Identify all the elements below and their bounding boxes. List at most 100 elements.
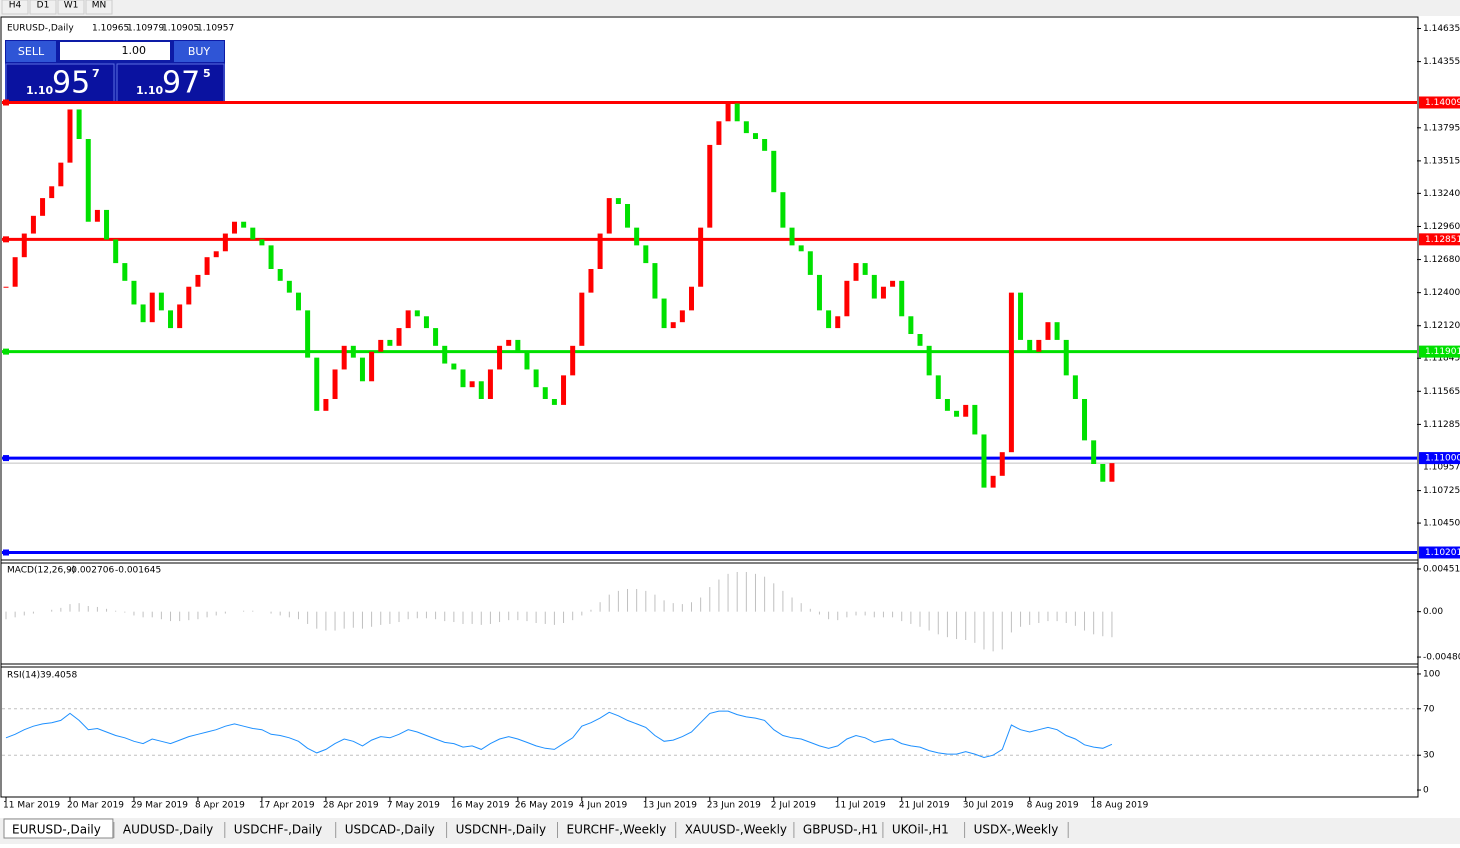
timeframe-button[interactable] [1, 0, 29, 15]
symbol-tab[interactable] [225, 821, 335, 840]
bid-box[interactable] [5, 63, 115, 104]
candle [1045, 322, 1051, 340]
candle [305, 310, 311, 358]
candle [926, 345, 932, 376]
symbol-tab-label[interactable]: EURCHF-,Weekly [567, 823, 667, 837]
candle [332, 369, 338, 399]
candle [277, 269, 283, 281]
symbol-tab-label[interactable]: USDCHF-,Daily [234, 823, 322, 837]
timeframe-label[interactable]: W1 [64, 1, 79, 11]
candle [734, 103, 740, 122]
x-tick-label: 13 Jun 2019 [643, 801, 697, 811]
level-handle[interactable] [3, 236, 9, 243]
candle [104, 209, 110, 240]
level-label: 1.14009 [1425, 98, 1460, 108]
candle [487, 369, 493, 399]
symbol-tab[interactable] [676, 821, 793, 840]
ohlc-value: 1.10957 [197, 24, 234, 34]
level-handle[interactable] [3, 99, 9, 106]
level-label: 1.11901 [1425, 347, 1460, 357]
x-tick-label: 8 Apr 2019 [195, 801, 245, 811]
candle [213, 251, 219, 258]
candle [1054, 322, 1060, 340]
x-tick-label: 16 May 2019 [451, 801, 510, 811]
x-tick-label: 4 Jun 2019 [579, 801, 628, 811]
candle [295, 292, 301, 311]
x-tick-label: 11 Jul 2019 [835, 801, 886, 811]
y-tick-label: 30 [1423, 751, 1435, 761]
lot-input[interactable] [60, 42, 170, 60]
candle [40, 198, 46, 216]
candle [460, 369, 466, 388]
symbol-tab-label[interactable]: USDX-,Weekly [974, 823, 1059, 837]
level-handle[interactable] [3, 455, 9, 462]
y-tick-label: 70 [1423, 704, 1435, 714]
x-tick-label: 29 Mar 2019 [131, 801, 188, 811]
y-tick-label: 1.12960 [1423, 222, 1460, 232]
x-tick-label: 28 Apr 2019 [323, 801, 379, 811]
rsi-value: 39.4058 [40, 671, 77, 681]
candle [149, 292, 155, 323]
y-tick-label: 1.14355 [1423, 57, 1460, 67]
candle [442, 345, 448, 364]
candle [378, 339, 384, 352]
y-tick-label: 1.13515 [1423, 156, 1460, 166]
bid-big: 1.10 [26, 84, 53, 97]
macd-value: -0.002706 [68, 566, 114, 576]
sell-button[interactable] [6, 41, 56, 62]
candle [625, 204, 631, 228]
candle [350, 345, 356, 358]
symbol-tab[interactable] [558, 821, 675, 840]
bid-point: 7 [92, 67, 100, 80]
level-handle[interactable] [3, 549, 9, 556]
level-tag [1419, 96, 1460, 109]
symbol-tab-label[interactable]: UKOil-,H1 [892, 823, 949, 837]
timeframe-button[interactable] [57, 0, 85, 15]
timeframe-button[interactable] [85, 0, 113, 15]
x-tick-label: 26 May 2019 [515, 801, 574, 811]
x-tick-label: 17 Apr 2019 [259, 801, 315, 811]
candle [551, 398, 557, 405]
symbol-tab-label[interactable]: EURUSD-,Daily [12, 823, 101, 837]
symbol-tab-label[interactable]: AUDUSD-,Daily [123, 823, 213, 837]
candle [762, 139, 768, 151]
timeframe-label[interactable]: D1 [37, 1, 50, 11]
symbol-tab-label[interactable]: XAUUSD-,Weekly [685, 823, 787, 837]
symbol-tab[interactable] [965, 821, 1068, 840]
level-handle[interactable] [3, 348, 9, 355]
y-tick-label: -0.004806 [1423, 653, 1460, 663]
candle [652, 263, 658, 299]
ask-box[interactable] [116, 63, 225, 104]
ohlc-value: 1.10905 [162, 24, 199, 34]
candle [76, 109, 82, 140]
candle [871, 274, 877, 299]
symbol-tab-label[interactable]: GBPUSD-,H1 [803, 823, 878, 837]
symbol-tab[interactable] [883, 821, 964, 840]
buy-button[interactable] [174, 41, 224, 62]
macd-name: MACD(12,26,9) [7, 566, 75, 576]
level-tag [1419, 345, 1460, 358]
symbol-tab[interactable] [447, 821, 557, 840]
candle [49, 186, 55, 199]
timeframe-label[interactable]: MN [92, 1, 107, 11]
candle [1091, 440, 1097, 464]
symbol-tab-label[interactable]: USDCNH-,Daily [456, 823, 547, 837]
bid-pips: 95 [52, 66, 90, 101]
symbol-tab[interactable] [336, 821, 446, 840]
timeframe-label[interactable]: H4 [9, 1, 22, 11]
lot-value[interactable]: 1.00 [122, 44, 147, 57]
symbol-tab[interactable] [114, 821, 224, 840]
candle [725, 103, 731, 122]
timeframe-button[interactable] [29, 0, 57, 15]
symbol-tab-label[interactable]: USDCAD-,Daily [345, 823, 435, 837]
candle [643, 245, 649, 264]
buy-label[interactable]: BUY [188, 45, 211, 58]
candle [186, 286, 192, 305]
sell-label[interactable]: SELL [18, 45, 45, 58]
symbol-tab[interactable] [794, 821, 882, 840]
candle [661, 298, 667, 329]
symbol-tab[interactable] [3, 818, 114, 839]
candle [588, 269, 594, 293]
